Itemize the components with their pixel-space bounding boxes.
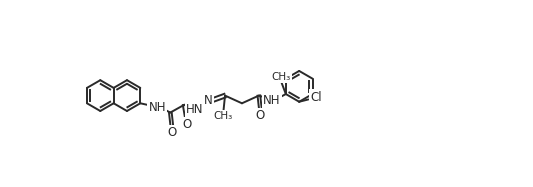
- Text: O: O: [256, 109, 265, 122]
- Text: CH₃: CH₃: [272, 72, 291, 82]
- Text: CH₃: CH₃: [214, 111, 233, 121]
- Text: NH: NH: [149, 101, 166, 114]
- Text: O: O: [182, 118, 191, 131]
- Text: N: N: [204, 94, 213, 107]
- Text: Cl: Cl: [310, 91, 322, 104]
- Text: O: O: [167, 126, 176, 139]
- Text: HN: HN: [186, 103, 204, 116]
- Text: NH: NH: [263, 94, 281, 107]
